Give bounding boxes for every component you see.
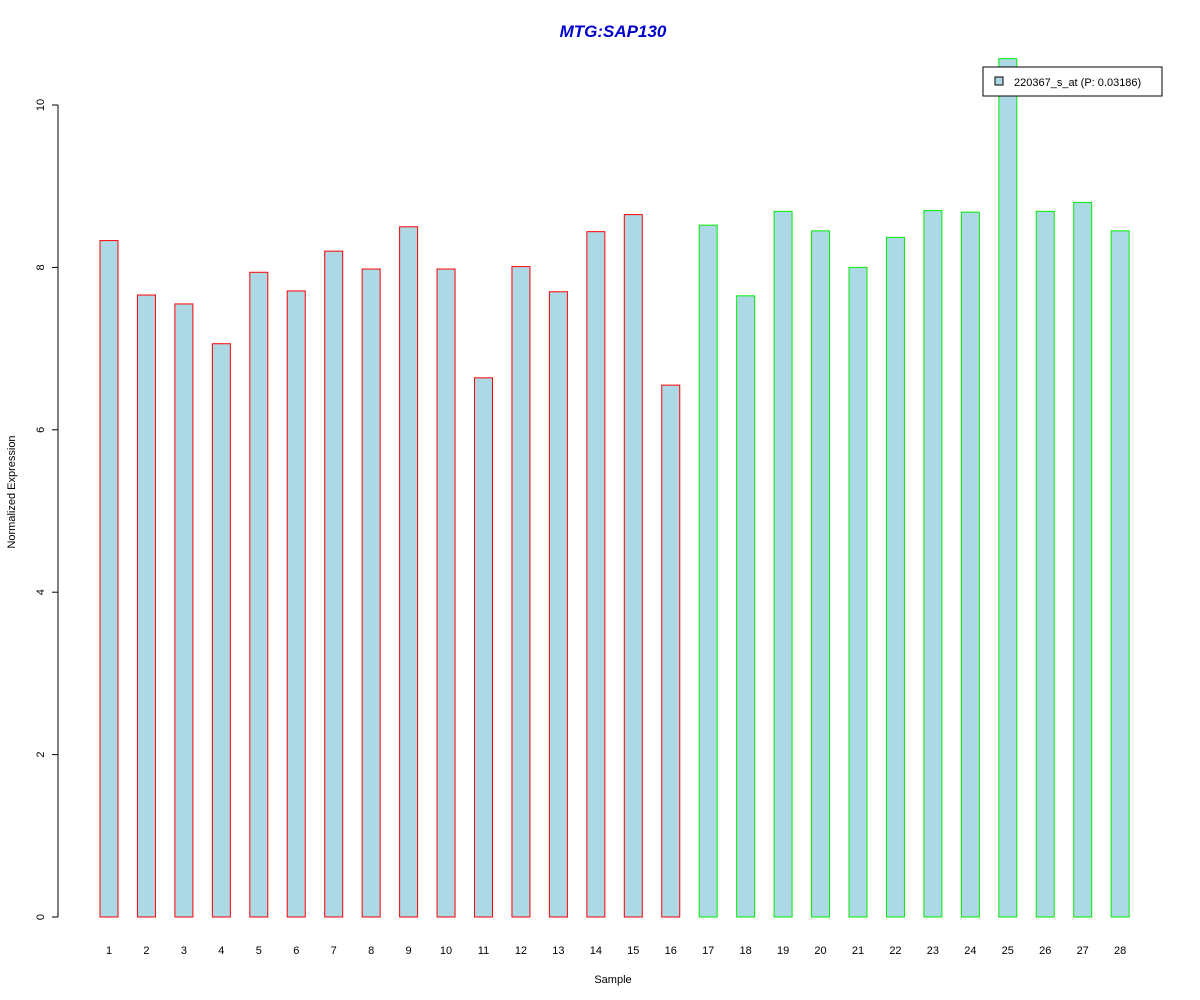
y-tick-label: 8 xyxy=(35,264,47,270)
x-tick-label: 13 xyxy=(552,945,564,957)
bar xyxy=(211,343,231,918)
x-tick-label: 17 xyxy=(702,945,714,957)
x-axis-label: Sample xyxy=(594,974,631,986)
bar xyxy=(773,210,793,918)
bar xyxy=(436,268,456,918)
x-tick-label: 26 xyxy=(1039,945,1051,957)
bar xyxy=(586,231,606,918)
bar xyxy=(324,250,344,918)
y-ticks: 0 2 4 6 8 10 xyxy=(35,99,58,920)
chart-title: MTG:SAP130 xyxy=(560,22,667,41)
x-tick-label: 28 xyxy=(1114,945,1126,957)
y-tick-label: 4 xyxy=(35,589,47,595)
x-tick-label: 9 xyxy=(406,945,412,957)
bar xyxy=(286,290,306,918)
x-tick-label: 21 xyxy=(852,945,864,957)
x-tick-label: 15 xyxy=(627,945,639,957)
bar xyxy=(99,240,119,918)
bar xyxy=(811,230,831,918)
bar xyxy=(623,214,643,918)
x-tick-label: 1 xyxy=(106,945,112,957)
bar xyxy=(399,226,419,918)
x-tick-label: 12 xyxy=(515,945,527,957)
bar xyxy=(1073,201,1093,918)
x-tick-label: 5 xyxy=(256,945,262,957)
x-tick-label: 4 xyxy=(218,945,224,957)
bar xyxy=(848,266,868,918)
legend-label: 220367_s_at (P: 0.03186) xyxy=(1014,77,1141,89)
x-tick-label: 18 xyxy=(740,945,752,957)
x-tick-label: 2 xyxy=(143,945,149,957)
x-tick-label: 23 xyxy=(927,945,939,957)
x-tick-label: 6 xyxy=(293,945,299,957)
x-tick-labels: 1 2 3 4 5 6 7 8 9 10 11 12 13 14 15 16 17 18 19 20 21 22 23 24 2… xyxy=(106,945,1126,957)
y-tick-label: 6 xyxy=(35,427,47,433)
bar xyxy=(361,268,381,918)
x-tick-label: 7 xyxy=(331,945,337,957)
x-tick-label: 8 xyxy=(368,945,374,957)
x-tick-label: 25 xyxy=(1002,945,1014,957)
bar xyxy=(548,291,568,918)
bar xyxy=(960,211,980,918)
legend-box xyxy=(982,66,1163,97)
bar xyxy=(698,224,718,918)
x-tick-label: 16 xyxy=(665,945,677,957)
x-tick-label: 24 xyxy=(964,945,976,957)
bar xyxy=(998,58,1018,918)
x-tick-label: 3 xyxy=(181,945,187,957)
bar xyxy=(736,295,756,918)
x-tick-label: 22 xyxy=(889,945,901,957)
bar xyxy=(511,266,531,918)
x-tick-label: 19 xyxy=(777,945,789,957)
y-axis-label: Normalized Expression xyxy=(6,435,18,548)
bar xyxy=(174,303,194,918)
bar xyxy=(1110,230,1130,918)
bar xyxy=(249,271,269,918)
y-tick-label: 0 xyxy=(35,914,47,920)
bar xyxy=(1035,210,1055,918)
x-tick-label: 10 xyxy=(440,945,452,957)
x-tick-label: 11 xyxy=(478,945,489,957)
x-tick-label: 20 xyxy=(814,945,826,957)
x-tick-label: 14 xyxy=(590,945,602,957)
bar xyxy=(474,377,493,918)
bar xyxy=(661,384,681,918)
x-tick-label: 27 xyxy=(1077,945,1089,957)
bar xyxy=(136,294,156,918)
legend: 220367_s_at (P: 0.03186) xyxy=(982,66,1163,97)
bar xyxy=(923,210,943,918)
y-tick-label: 2 xyxy=(35,752,47,758)
bar xyxy=(885,236,905,918)
legend-swatch xyxy=(994,76,1004,86)
bars xyxy=(99,58,1130,918)
y-tick-label: 10 xyxy=(35,99,47,111)
